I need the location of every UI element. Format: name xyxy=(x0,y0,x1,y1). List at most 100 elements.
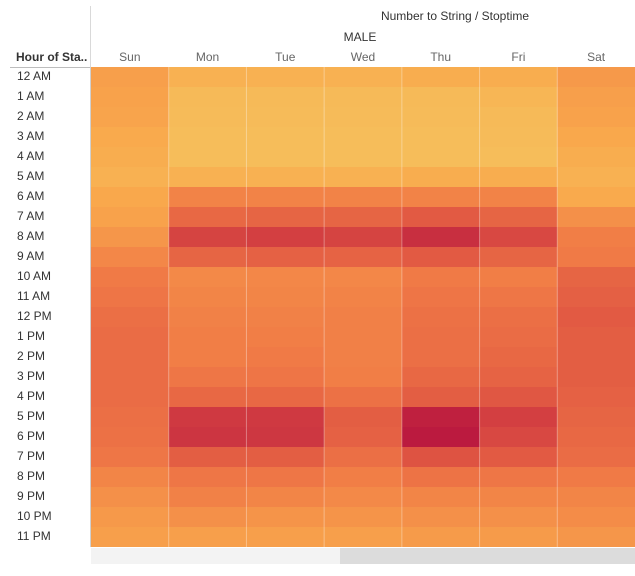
heatmap-cell[interactable] xyxy=(168,127,247,148)
heatmap-cell[interactable] xyxy=(401,467,481,488)
heatmap-cell[interactable] xyxy=(401,287,481,308)
heatmap-cell[interactable] xyxy=(557,347,635,368)
heatmap-cell[interactable] xyxy=(324,67,403,88)
heatmap-cell[interactable] xyxy=(246,187,325,208)
heatmap-cell[interactable] xyxy=(401,127,481,148)
heatmap-cell[interactable] xyxy=(401,347,481,368)
row-label[interactable]: 11 AM xyxy=(17,289,51,303)
heatmap-cell[interactable] xyxy=(324,447,403,468)
heatmap-cell[interactable] xyxy=(246,247,325,268)
heatmap-cell[interactable] xyxy=(557,67,635,88)
row-axis-header[interactable]: Hour of Sta.. xyxy=(16,50,88,64)
heatmap-cell[interactable] xyxy=(557,307,635,328)
heatmap-cell[interactable] xyxy=(168,407,247,428)
heatmap-cell[interactable] xyxy=(246,87,325,108)
heatmap-cell[interactable] xyxy=(246,227,325,248)
heatmap-cell[interactable] xyxy=(168,247,247,268)
heatmap-cell[interactable] xyxy=(324,227,403,248)
heatmap-cell[interactable] xyxy=(401,327,481,348)
heatmap-cell[interactable] xyxy=(168,307,247,328)
heatmap-cell[interactable] xyxy=(168,527,247,547)
heatmap-cell[interactable] xyxy=(557,407,635,428)
row-label[interactable]: 12 AM xyxy=(17,69,52,83)
heatmap-cell[interactable] xyxy=(246,427,325,448)
heatmap-cell[interactable] xyxy=(401,187,481,208)
heatmap-cell[interactable] xyxy=(557,527,635,547)
heatmap-cell[interactable] xyxy=(401,487,481,508)
heatmap-cell[interactable] xyxy=(479,367,558,388)
heatmap-cell[interactable] xyxy=(91,107,170,128)
heatmap-cell[interactable] xyxy=(246,107,325,128)
heatmap-cell[interactable] xyxy=(91,267,170,288)
heatmap-cell[interactable] xyxy=(168,427,247,448)
row-label[interactable]: 6 AM xyxy=(17,189,45,203)
heatmap-cell[interactable] xyxy=(479,427,558,448)
heatmap-cell[interactable] xyxy=(246,307,325,328)
heatmap-cell[interactable] xyxy=(91,487,170,508)
heatmap-cell[interactable] xyxy=(557,247,635,268)
heatmap-cell[interactable] xyxy=(91,147,170,168)
heatmap-cell[interactable] xyxy=(91,367,170,388)
heatmap-cell[interactable] xyxy=(324,87,403,108)
heatmap-cell[interactable] xyxy=(91,307,170,328)
heatmap-cell[interactable] xyxy=(324,147,403,168)
heatmap-cell[interactable] xyxy=(557,487,635,508)
heatmap-cell[interactable] xyxy=(479,507,558,528)
heatmap-cell[interactable] xyxy=(324,347,403,368)
heatmap-cell[interactable] xyxy=(401,107,481,128)
column-label-fri[interactable]: Fri xyxy=(511,50,526,64)
heatmap-cell[interactable] xyxy=(91,427,170,448)
row-label[interactable]: 3 AM xyxy=(17,129,45,143)
heatmap-cell[interactable] xyxy=(324,527,403,547)
row-label[interactable]: 2 PM xyxy=(17,349,46,363)
heatmap-cell[interactable] xyxy=(324,127,403,148)
heatmap-cell[interactable] xyxy=(246,487,325,508)
heatmap-cell[interactable] xyxy=(401,247,481,268)
heatmap-cell[interactable] xyxy=(479,247,558,268)
row-label[interactable]: 5 AM xyxy=(17,169,45,183)
heatmap-cell[interactable] xyxy=(557,387,635,408)
heatmap-cell[interactable] xyxy=(246,367,325,388)
row-label[interactable]: 2 AM xyxy=(17,109,45,123)
heatmap-cell[interactable] xyxy=(479,307,558,328)
heatmap-cell[interactable] xyxy=(168,207,247,228)
heatmap-cell[interactable] xyxy=(557,507,635,528)
heatmap-cell[interactable] xyxy=(324,487,403,508)
column-label-wed[interactable]: Wed xyxy=(350,50,376,64)
column-label-thu[interactable]: Thu xyxy=(430,50,452,64)
column-label-tue[interactable]: Tue xyxy=(275,50,296,64)
heatmap-cell[interactable] xyxy=(324,327,403,348)
row-label[interactable]: 9 AM xyxy=(17,249,45,263)
heatmap-cell[interactable] xyxy=(246,507,325,528)
heatmap-cell[interactable] xyxy=(401,307,481,328)
heatmap-cell[interactable] xyxy=(168,87,247,108)
heatmap-cell[interactable] xyxy=(91,187,170,208)
heatmap-cell[interactable] xyxy=(91,347,170,368)
heatmap-cell[interactable] xyxy=(91,447,170,468)
heatmap-cell[interactable] xyxy=(324,387,403,408)
row-label[interactable]: 4 PM xyxy=(17,389,46,403)
heatmap-cell[interactable] xyxy=(246,267,325,288)
heatmap-cell[interactable] xyxy=(479,207,558,228)
heatmap-cell[interactable] xyxy=(557,207,635,228)
heatmap-cell[interactable] xyxy=(168,147,247,168)
row-label[interactable]: 7 PM xyxy=(17,449,46,463)
heatmap-cell[interactable] xyxy=(324,367,403,388)
heatmap-cell[interactable] xyxy=(246,407,325,428)
heatmap-cell[interactable] xyxy=(246,207,325,228)
heatmap-cell[interactable] xyxy=(91,67,170,88)
heatmap-cell[interactable] xyxy=(91,327,170,348)
heatmap-cell[interactable] xyxy=(324,207,403,228)
row-label[interactable]: 5 PM xyxy=(17,409,46,423)
heatmap-cell[interactable] xyxy=(91,527,170,547)
heatmap-cell[interactable] xyxy=(91,87,170,108)
heatmap-cell[interactable] xyxy=(557,147,635,168)
heatmap-cell[interactable] xyxy=(479,67,558,88)
row-label[interactable]: 7 AM xyxy=(17,209,45,223)
heatmap-cell[interactable] xyxy=(168,447,247,468)
heatmap-cell[interactable] xyxy=(168,67,247,88)
heatmap-cell[interactable] xyxy=(479,527,558,547)
heatmap-cell[interactable] xyxy=(401,507,481,528)
horizontal-scrollbar-thumb[interactable] xyxy=(340,548,635,564)
heatmap-cell[interactable] xyxy=(168,267,247,288)
